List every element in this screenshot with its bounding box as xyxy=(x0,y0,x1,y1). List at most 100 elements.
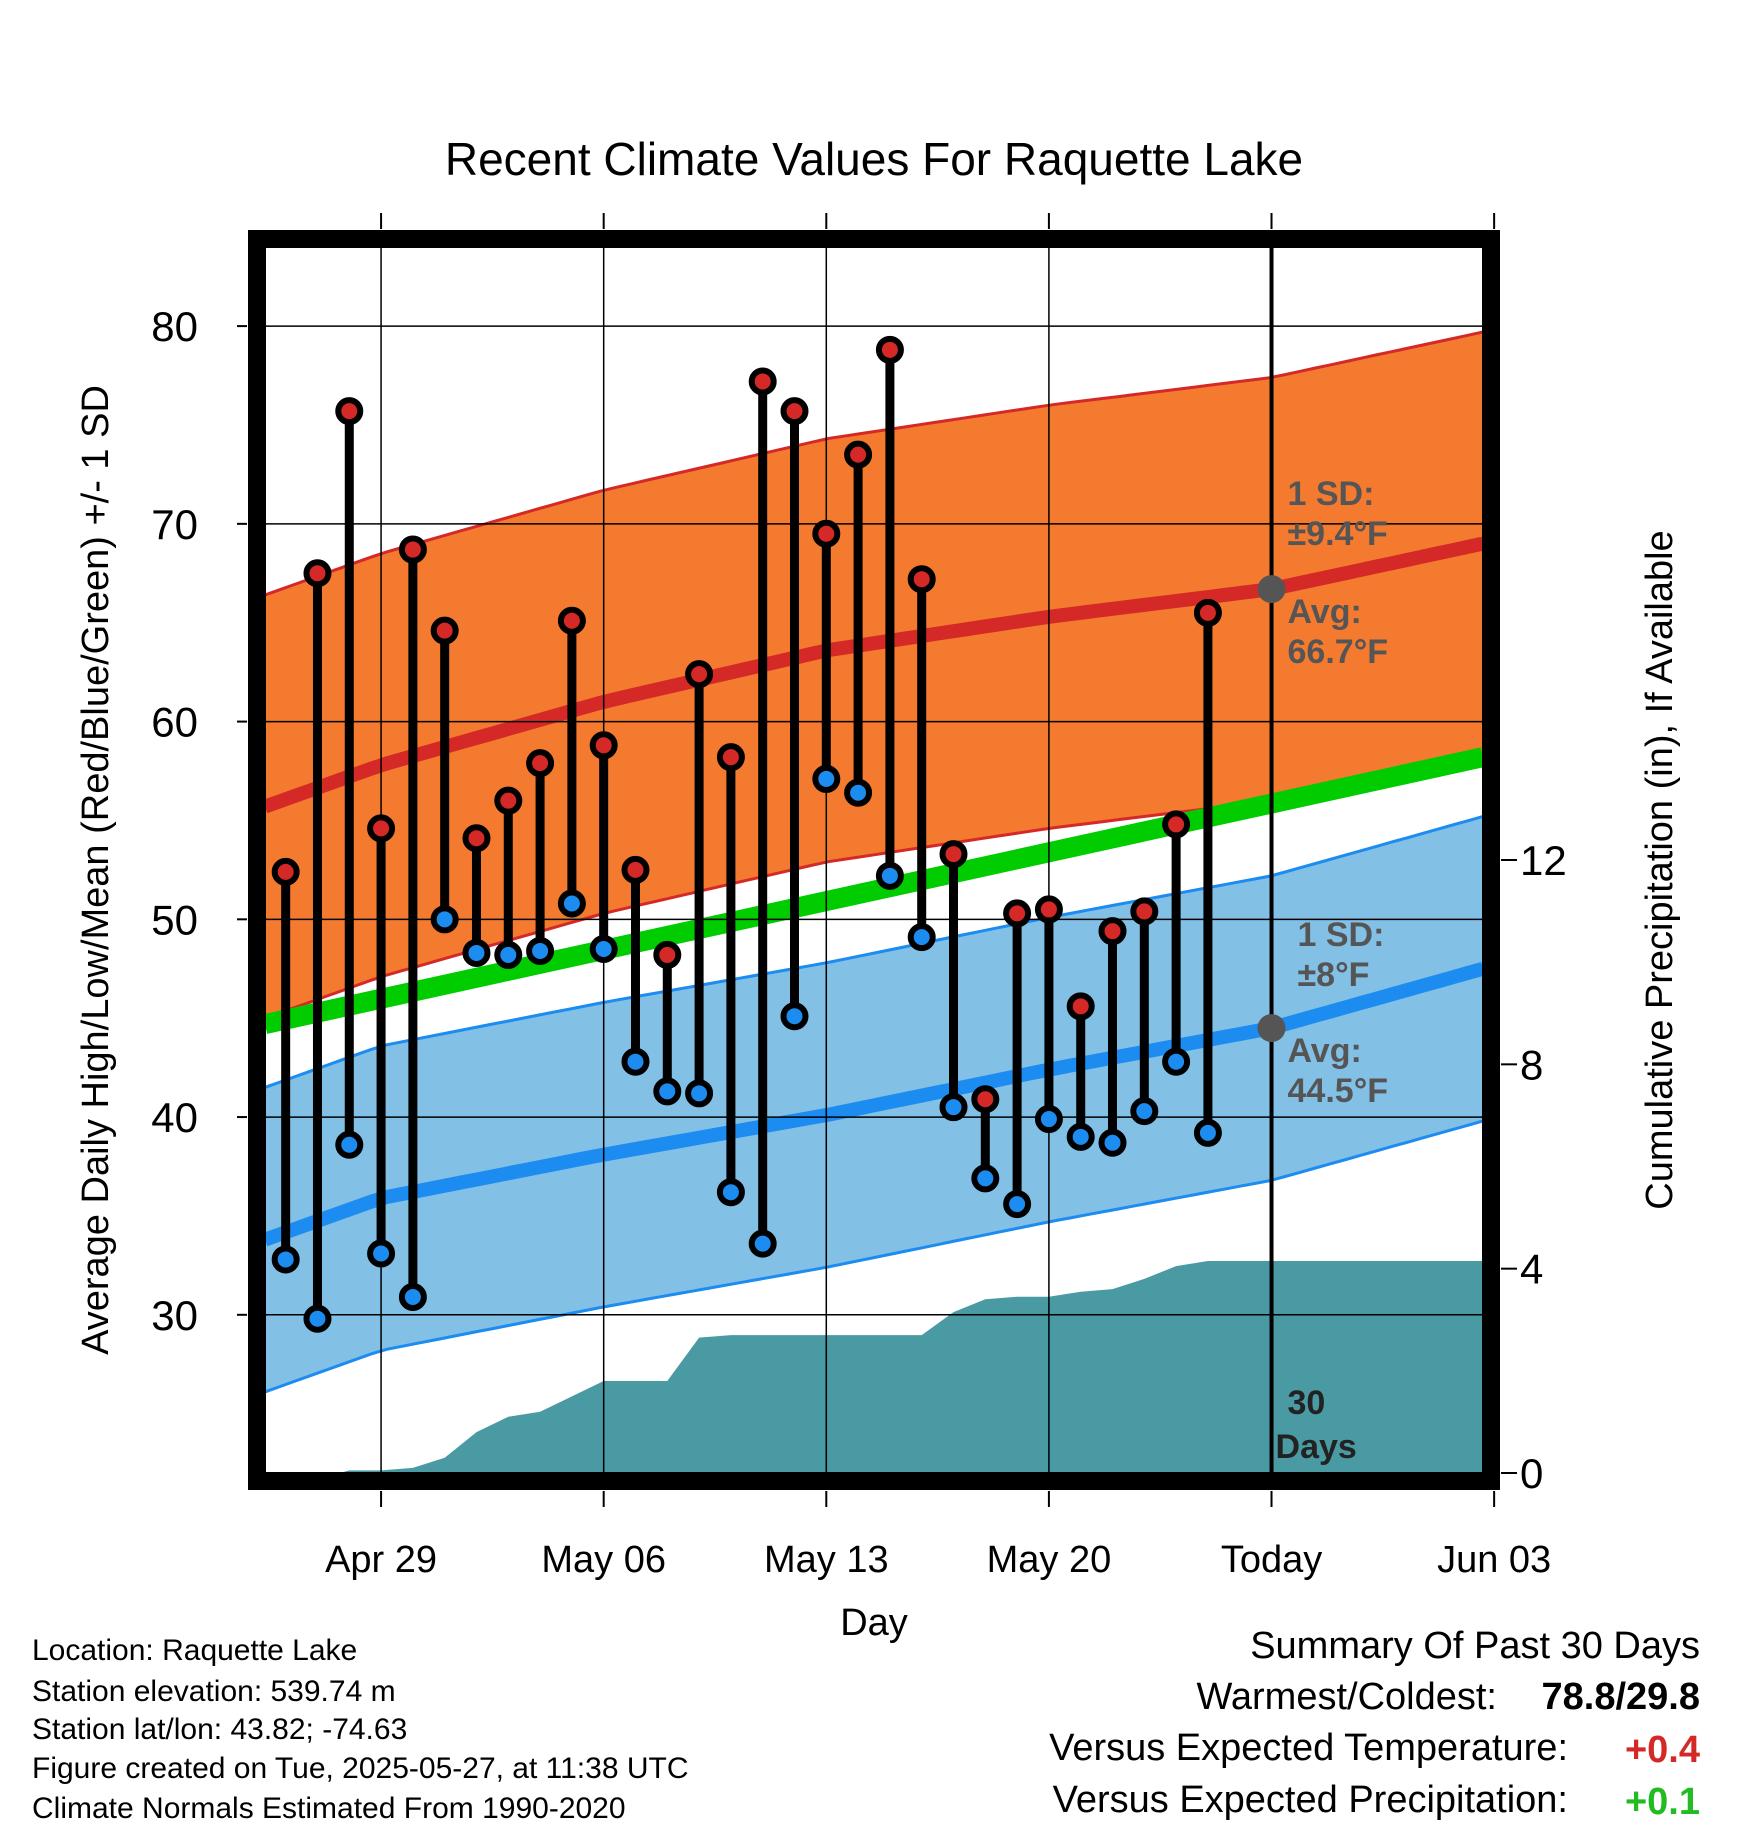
daily-low-point xyxy=(1003,1190,1032,1219)
daily-low-point xyxy=(557,889,586,918)
daily-low-point xyxy=(1066,1122,1095,1151)
daily-low-point xyxy=(621,1047,650,1076)
daily-low-point xyxy=(844,778,873,807)
daily-low-point xyxy=(303,1304,332,1333)
daily-low-point xyxy=(812,764,841,793)
daily-high-point xyxy=(557,606,586,635)
daily-high-point xyxy=(907,565,936,594)
daily-high-point xyxy=(621,855,650,884)
low-sd-band-upper-edge xyxy=(265,815,1483,1089)
daily-low-point xyxy=(907,923,936,952)
daily-low-point xyxy=(780,1002,809,1031)
daily-low-point xyxy=(748,1229,777,1258)
created-text: Figure created on Tue, 2025-05-27, at 11… xyxy=(32,1752,689,1785)
low-average-marker xyxy=(1257,1014,1286,1043)
daily-low-point xyxy=(1098,1128,1127,1157)
warm-cold-value: 78.8/29.8 xyxy=(1542,1676,1700,1718)
daily-low-point xyxy=(939,1093,968,1122)
daily-high-point xyxy=(494,786,523,815)
daily-low-point xyxy=(462,938,491,967)
daily-low-point xyxy=(589,934,618,963)
high-average-marker xyxy=(1257,575,1286,604)
y2-tick-label: 8 xyxy=(1520,1041,1543,1088)
plot-frame xyxy=(248,230,1500,1490)
location-text: Location: Raquette Lake xyxy=(32,1634,357,1667)
daily-low-point xyxy=(1034,1105,1063,1134)
daily-high-point xyxy=(1034,895,1063,924)
y-tick-label: 70 xyxy=(151,501,198,548)
daily-low-point xyxy=(271,1245,300,1274)
warm-cold-label: Warmest/Coldest: xyxy=(1196,1676,1497,1718)
x-tick-label: Jun 03 xyxy=(1437,1539,1551,1581)
high-avg-value: 66.7°F xyxy=(1288,633,1389,671)
elevation-text: Station elevation: 539.74 m xyxy=(32,1675,396,1708)
daily-high-point xyxy=(335,397,364,426)
y-tick-label: 80 xyxy=(151,303,198,350)
low-sd-band-lower-edge xyxy=(265,1119,1483,1394)
daily-high-point xyxy=(939,840,968,869)
daily-low-point xyxy=(1130,1097,1159,1126)
daily-low-point xyxy=(1193,1118,1222,1147)
daily-low-point xyxy=(1162,1047,1191,1076)
x-axis-label: Day xyxy=(840,1602,908,1644)
y-tick-label: 50 xyxy=(151,896,198,943)
high-sd-value: ±9.4°F xyxy=(1288,515,1388,553)
daily-high-point xyxy=(1098,917,1127,946)
precip-versus-value: +0.1 xyxy=(1625,1781,1700,1823)
days-count-unit: Days xyxy=(1276,1428,1357,1466)
precip-versus-label: Versus Expected Precipitation: xyxy=(1053,1779,1568,1821)
high-sd-label: 1 SD: xyxy=(1288,475,1375,513)
y2-tick-label: 4 xyxy=(1520,1246,1543,1293)
daily-high-point xyxy=(367,814,396,843)
daily-low-point xyxy=(685,1079,714,1108)
daily-low-point xyxy=(716,1178,745,1207)
high-sd-band-upper-edge xyxy=(265,330,1483,597)
daily-high-point xyxy=(748,367,777,396)
x-tick-label: May 06 xyxy=(541,1539,666,1581)
y-axis-label: Average Daily High/Low/Mean (Red/Blue/Gr… xyxy=(75,385,117,1355)
y2-tick-label: 0 xyxy=(1520,1450,1543,1497)
normals-text: Climate Normals Estimated From 1990-2020 xyxy=(32,1792,626,1825)
daily-high-point xyxy=(1066,992,1095,1021)
chart-title: Recent Climate Values For Raquette Lake xyxy=(445,133,1303,185)
daily-high-point xyxy=(526,749,555,778)
daily-high-point xyxy=(398,535,427,564)
y-tick-label: 30 xyxy=(151,1292,198,1339)
low-sd-value: ±8°F xyxy=(1298,956,1370,994)
mean-average-line xyxy=(265,747,1483,1034)
daily-low-point xyxy=(526,936,555,965)
daily-high-point xyxy=(303,559,332,588)
daily-high-point xyxy=(1003,899,1032,928)
daily-low-point xyxy=(335,1130,364,1159)
x-tick-label: May 20 xyxy=(987,1539,1112,1581)
daily-high-point xyxy=(971,1085,1000,1114)
daily-low-point xyxy=(971,1164,1000,1193)
latlon-text: Station lat/lon: 43.82; -74.63 xyxy=(32,1713,407,1746)
y2-tick-label: 12 xyxy=(1520,837,1567,884)
daily-high-point xyxy=(653,940,682,969)
x-tick-label: Apr 29 xyxy=(325,1539,437,1581)
temp-versus-value: +0.4 xyxy=(1625,1729,1700,1771)
summary-title: Summary Of Past 30 Days xyxy=(1250,1625,1700,1667)
low-avg-value: 44.5°F xyxy=(1288,1072,1389,1110)
high-avg-label: Avg: xyxy=(1288,593,1362,631)
daily-low-point xyxy=(653,1077,682,1106)
daily-high-point xyxy=(589,731,618,760)
days-count-label: 30 xyxy=(1288,1384,1326,1422)
daily-low-point xyxy=(398,1283,427,1312)
daily-high-point xyxy=(1193,598,1222,627)
daily-low-point xyxy=(367,1239,396,1268)
daily-high-point xyxy=(271,857,300,886)
x-tick-label: May 13 xyxy=(764,1539,889,1581)
y-tick-label: 60 xyxy=(151,699,198,746)
low-sd-label: 1 SD: xyxy=(1298,916,1385,954)
daily-high-point xyxy=(780,397,809,426)
x-tick-label: Today xyxy=(1221,1539,1322,1581)
daily-high-point xyxy=(1130,897,1159,926)
daily-high-point xyxy=(844,440,873,469)
daily-high-point xyxy=(716,743,745,772)
daily-low-point xyxy=(430,905,459,934)
